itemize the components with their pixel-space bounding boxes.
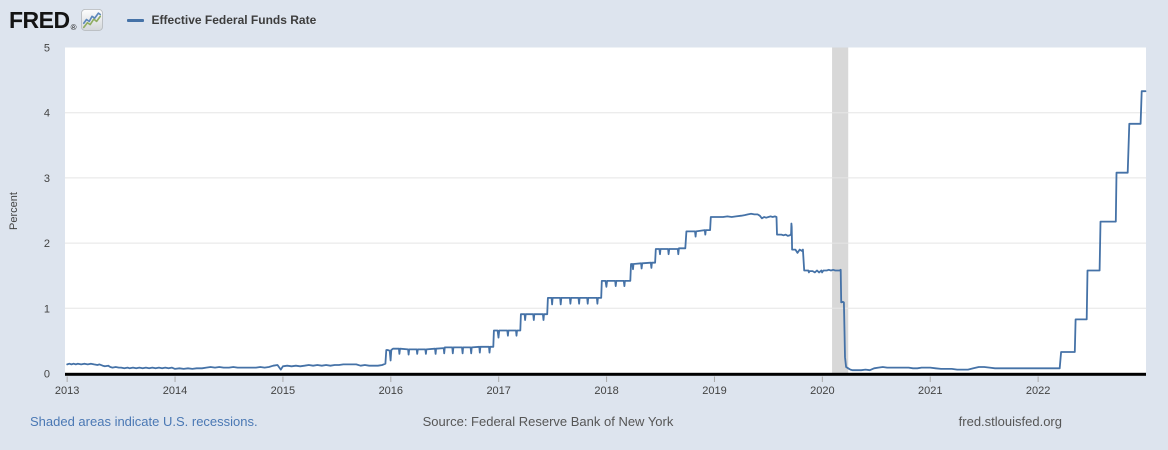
source-text: Source: Federal Reserve Bank of New York — [422, 414, 674, 429]
x-tick-label: 2018 — [594, 385, 618, 397]
legend-series-label[interactable]: Effective Federal Funds Rate — [151, 13, 317, 27]
x-tick-label: 2020 — [810, 385, 834, 397]
recession-band — [832, 47, 849, 374]
y-tick-label: 3 — [44, 173, 50, 185]
x-tick-label: 2019 — [702, 385, 726, 397]
x-tick-label: 2021 — [918, 385, 942, 397]
x-axis-line — [65, 372, 1146, 376]
y-axis-title: Percent — [8, 192, 20, 230]
y-tick-label: 2 — [44, 238, 50, 250]
x-tick-label: 2015 — [271, 385, 295, 397]
y-tick-label: 4 — [44, 108, 50, 120]
fred-logo-chart-icon — [80, 9, 103, 31]
y-tick-label: 1 — [44, 303, 50, 315]
x-tick-label: 2014 — [163, 385, 187, 397]
plot-area[interactable] — [65, 47, 1146, 374]
data-line-effective-federal-funds-rate[interactable] — [66, 90, 1147, 372]
registered-trademark: ® — [70, 22, 77, 32]
fred-logo[interactable]: FRED ® — [9, 6, 103, 33]
recession-note-link[interactable]: Shaded areas indicate U.S. recessions. — [30, 414, 258, 429]
chart-header: FRED ® Effective Federal Funds Rate — [0, 0, 1168, 40]
y-tick-label: 0 — [44, 369, 50, 381]
x-tick-label: 2022 — [1026, 385, 1050, 397]
chart-footer: Shaded areas indicate U.S. recessions. S… — [0, 414, 1168, 434]
y-tick-label: 5 — [44, 43, 50, 55]
x-tick-label: 2013 — [55, 385, 79, 397]
x-tick-label: 2016 — [379, 385, 403, 397]
chart-legend: Effective Federal Funds Rate — [126, 13, 317, 27]
x-tick-label: 2017 — [486, 385, 510, 397]
legend-line-sample — [126, 18, 144, 22]
fred-logo-text: FRED — [9, 6, 70, 33]
fred-site-link[interactable]: fred.stlouisfed.org — [958, 414, 1062, 429]
